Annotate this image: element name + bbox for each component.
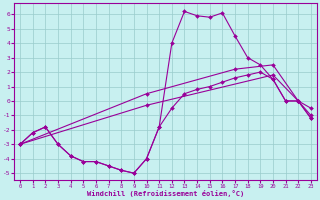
X-axis label: Windchill (Refroidissement éolien,°C): Windchill (Refroidissement éolien,°C) (87, 190, 244, 197)
